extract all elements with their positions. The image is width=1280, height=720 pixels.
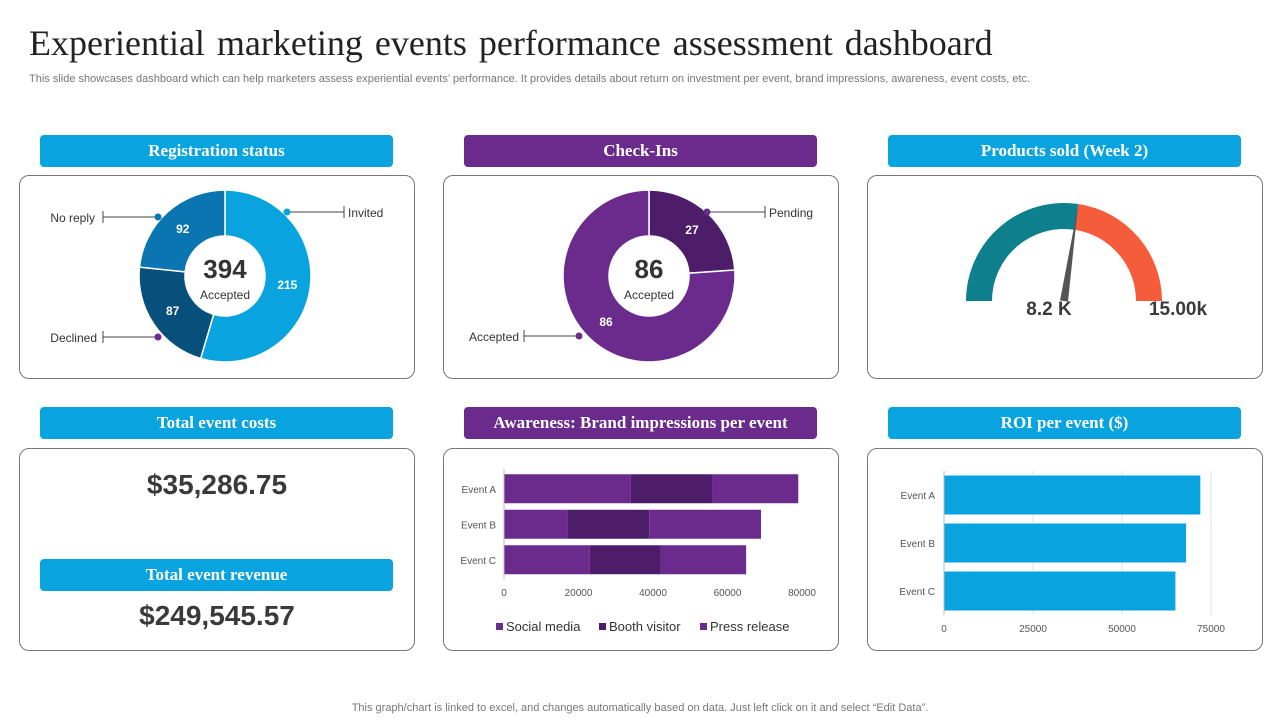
awareness-bar-chart[interactable]: 0 20000 40000 60000 80000 Event A Event B Event… bbox=[444, 449, 838, 650]
slice-invited bbox=[199, 189, 312, 363]
total-event-revenue-value: $249,545.57 bbox=[139, 600, 295, 631]
registration-header: Registration status bbox=[40, 135, 393, 167]
bar-booth-visitor-event-b bbox=[567, 509, 650, 539]
legend-swatch-press-release bbox=[700, 623, 707, 630]
callout-label-invited: Invited bbox=[348, 206, 383, 220]
x-tick-label: 0 bbox=[941, 624, 947, 635]
legend-swatch-social-media bbox=[496, 623, 503, 630]
page-title: Experiential marketing events performanc… bbox=[29, 23, 993, 63]
callout-label-pending: Pending bbox=[769, 206, 813, 220]
x-tick-label: 0 bbox=[501, 588, 507, 599]
slice-value-no-reply: 92 bbox=[176, 222, 190, 236]
legend-label-booth-visitor: Booth visitor bbox=[609, 619, 681, 634]
slice-value-invited: 215 bbox=[277, 278, 297, 292]
slice-no-reply bbox=[138, 189, 226, 273]
x-tick-label: 75000 bbox=[1197, 624, 1225, 635]
center-label: Accepted bbox=[200, 288, 250, 302]
callout-dot-accepted bbox=[575, 332, 583, 340]
legend-label-social-media: Social media bbox=[506, 619, 581, 634]
slice-accepted bbox=[562, 189, 736, 363]
bar-booth-visitor-event-a bbox=[630, 474, 713, 504]
gauge-value-arc bbox=[966, 203, 1079, 301]
footer-note: This graph/chart is linked to excel, and… bbox=[351, 702, 929, 714]
bar-press-release-event-a bbox=[712, 474, 799, 504]
callout-label-no-reply: No reply bbox=[50, 211, 95, 225]
bar-event-a bbox=[944, 475, 1201, 515]
x-tick-label: 40000 bbox=[639, 588, 667, 599]
checkins-donut-chart[interactable]: 27 86 86 Accepted Pending Accepted bbox=[444, 176, 838, 378]
slice-value-accepted: 86 bbox=[599, 315, 613, 329]
callout-label-declined: Declined bbox=[50, 331, 97, 345]
callout-dot-no-reply bbox=[154, 213, 162, 221]
bar-press-release-event-c bbox=[660, 545, 747, 575]
y-tick-label: Event A bbox=[901, 491, 936, 502]
center-value: 394 bbox=[203, 254, 247, 284]
bar-press-release-event-b bbox=[649, 509, 762, 539]
roi-card: 0 25000 50000 75000 Event A Event B Event C bbox=[867, 448, 1263, 651]
products-gauge-chart[interactable]: 8.2 K 15.00k bbox=[868, 176, 1262, 378]
y-tick-label: Event B bbox=[461, 520, 496, 531]
bar-social-media-event-a bbox=[504, 474, 631, 504]
registration-donut-chart[interactable]: 215 87 92 394 Accepted Invited No reply Decline… bbox=[20, 176, 414, 378]
callout-dot-pending bbox=[703, 208, 711, 216]
y-tick-label: Event C bbox=[460, 556, 496, 567]
callout-label-accepted: Accepted bbox=[469, 330, 519, 344]
gauge-needle bbox=[1060, 206, 1079, 302]
y-tick-label: Event A bbox=[462, 485, 497, 496]
products-card: 8.2 K 15.00k bbox=[867, 175, 1263, 379]
callout-dot-declined bbox=[154, 333, 162, 341]
center-label: Accepted bbox=[624, 288, 674, 302]
x-tick-label: 25000 bbox=[1019, 624, 1047, 635]
x-tick-label: 60000 bbox=[714, 588, 742, 599]
roi-header: ROI per event ($) bbox=[888, 407, 1241, 439]
revenue-header: Total event revenue bbox=[40, 559, 393, 591]
y-tick-label: Event C bbox=[899, 587, 935, 598]
bar-booth-visitor-event-c bbox=[589, 545, 661, 575]
gauge-max-label: 15.00k bbox=[1149, 299, 1208, 320]
costs-card: $35,286.75 Total event revenue $249,545.… bbox=[19, 448, 415, 651]
costs-header: Total event costs bbox=[40, 407, 393, 439]
bar-event-c bbox=[944, 571, 1176, 611]
checkins-header: Check-Ins bbox=[464, 135, 817, 167]
gauge-value-label: 8.2 K bbox=[1026, 299, 1072, 320]
center-value: 86 bbox=[635, 254, 664, 284]
products-header: Products sold (Week 2) bbox=[888, 135, 1241, 167]
slice-pending bbox=[648, 189, 736, 275]
awareness-card: 0 20000 40000 60000 80000 Event A Event B Event… bbox=[443, 448, 839, 651]
legend-label-press-release: Press release bbox=[710, 619, 789, 634]
gauge-remaining-arc bbox=[1074, 204, 1162, 301]
callout-dot-invited bbox=[283, 208, 291, 216]
slice-value-pending: 27 bbox=[685, 223, 699, 237]
total-event-costs-value: $35,286.75 bbox=[146, 469, 288, 500]
bar-social-media-event-b bbox=[504, 509, 568, 539]
x-tick-label: 20000 bbox=[565, 588, 593, 599]
legend-swatch-booth-visitor bbox=[599, 623, 606, 630]
roi-bar-chart[interactable]: 0 25000 50000 75000 Event A Event B Event C bbox=[868, 449, 1262, 650]
slice-declined bbox=[138, 266, 215, 360]
page-subtitle: This slide showcases dashboard which can… bbox=[29, 73, 1031, 85]
x-tick-label: 80000 bbox=[788, 588, 816, 599]
awareness-header: Awareness: Brand impressions per event bbox=[464, 407, 817, 439]
slice-value-declined: 87 bbox=[166, 304, 180, 318]
x-tick-label: 50000 bbox=[1108, 624, 1136, 635]
y-tick-label: Event B bbox=[900, 539, 935, 550]
bar-event-b bbox=[944, 523, 1187, 563]
bar-social-media-event-c bbox=[504, 545, 590, 575]
checkins-card: 27 86 86 Accepted Pending Accepted bbox=[443, 175, 839, 379]
registration-card: 215 87 92 394 Accepted Invited No reply Decline… bbox=[19, 175, 415, 379]
